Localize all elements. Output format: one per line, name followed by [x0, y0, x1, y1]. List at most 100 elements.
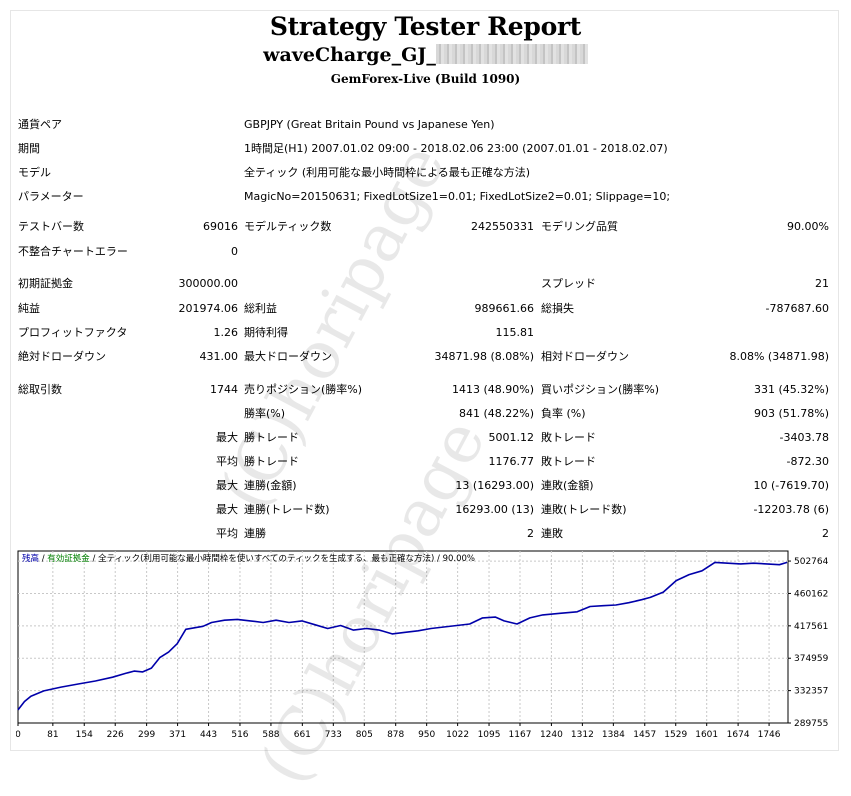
expected-payoff-value: 115.81 — [495, 326, 535, 339]
x-tick-label: 0 — [16, 730, 21, 740]
x-tick-label: 1746 — [758, 730, 781, 740]
expected-payoff-label: 期待利得 — [244, 326, 288, 339]
gross-profit-label: 総利益 — [244, 302, 277, 315]
report-frame — [10, 10, 839, 751]
x-tick-label: 733 — [325, 730, 342, 740]
y-tick-label: 502764 — [794, 557, 829, 567]
avg-loss-value: -872.30 — [786, 455, 829, 468]
legend-separator: / — [39, 554, 47, 564]
symbol-value: GBPJPY (Great Britain Pound vs Japanese … — [244, 118, 495, 131]
net-profit-value: 201974.06 — [178, 302, 239, 315]
max-cons-win-cnt-value: 16293.00 (13) — [455, 503, 534, 516]
x-tick-label: 1384 — [602, 730, 625, 740]
mismatch-value: 0 — [231, 245, 238, 258]
largest-loss-label: 敗トレード — [541, 431, 596, 444]
max-cons-cnt-prefix: 最大 — [216, 503, 238, 516]
loss-rate-value: 903 (51.78%) — [753, 407, 829, 420]
x-tick-label: 1457 — [633, 730, 656, 740]
short-positions-value: 1413 (48.90%) — [451, 383, 534, 396]
average-prefix: 平均 — [216, 455, 238, 468]
period-label: 期間 — [18, 142, 40, 155]
abs-drawdown-value: 431.00 — [199, 350, 239, 363]
redacted-block — [435, 44, 588, 64]
symbol-label: 通貨ペア — [18, 118, 62, 131]
x-tick-label: 226 — [107, 730, 124, 740]
x-tick-label: 1674 — [727, 730, 750, 740]
avg-cons-win-value: 2 — [527, 527, 534, 540]
y-tick-label: 460162 — [794, 589, 828, 599]
x-tick-label: 1095 — [478, 730, 501, 740]
x-tick-label: 661 — [294, 730, 311, 740]
rel-drawdown-value: 8.08% (34871.98) — [729, 350, 829, 363]
x-tick-label: 1312 — [571, 730, 594, 740]
legend-equity: 有効証拠金 — [47, 553, 90, 564]
x-tick-label: 878 — [387, 730, 404, 740]
long-positions-value: 331 (45.32%) — [753, 383, 829, 396]
max-cons-amt-prefix: 最大 — [216, 479, 238, 492]
abs-drawdown-label: 絶対ドローダウン — [18, 350, 106, 363]
avg-cons-loss-label: 連敗 — [541, 527, 563, 540]
model-value: 全ティック (利用可能な最小時間枠による最も正確な方法) — [244, 166, 531, 179]
x-tick-label: 1601 — [695, 730, 718, 740]
max-cons-win-amt-label: 連勝(金額) — [244, 479, 297, 492]
balance-line — [17, 561, 788, 711]
parameters-value: MagicNo=20150631; FixedLotSize1=0.01; Fi… — [244, 190, 671, 203]
x-tick-label: 371 — [169, 730, 186, 740]
x-tick-label: 299 — [138, 730, 155, 740]
gross-profit-value: 989661.66 — [474, 302, 535, 315]
largest-loss-value: -3403.78 — [779, 431, 829, 444]
avg-win-label: 勝トレード — [244, 455, 299, 468]
max-cons-win-cnt-label: 連勝(トレード数) — [244, 503, 330, 516]
y-tick-label: 289755 — [794, 719, 828, 729]
largest-prefix: 最大 — [216, 431, 238, 444]
balance-chart: 0 81 154 226 299 371 443 516 588 661 733 805 878 950 1… — [15, 548, 831, 745]
ticks-label: モデルティック数 — [244, 220, 332, 233]
rel-drawdown-label: 相対ドローダウン — [541, 350, 629, 363]
bars-label: テストバー数 — [18, 220, 84, 233]
bars-value: 69016 — [203, 220, 238, 233]
x-tick-label: 443 — [200, 730, 217, 740]
max-drawdown-value: 34871.98 (8.08%) — [434, 350, 534, 363]
x-tick-label: 805 — [356, 730, 373, 740]
max-cons-loss-cnt-value: -12203.78 (6) — [753, 503, 829, 516]
win-rate-value: 841 (48.22%) — [458, 407, 534, 420]
loss-rate-label: 負率 (%) — [541, 407, 586, 420]
x-tick-label: 950 — [418, 730, 435, 740]
x-tick-label: 81 — [47, 730, 58, 740]
ea-name: waveCharge_GJ_ — [0, 44, 851, 66]
net-profit-label: 純益 — [18, 302, 40, 315]
x-tick-label: 1529 — [664, 730, 687, 740]
win-rate-label: 勝率(%) — [244, 407, 286, 420]
parameters-label: パラメーター — [18, 190, 84, 203]
gross-loss-value: -787687.60 — [765, 302, 829, 315]
spread-value: 21 — [815, 277, 829, 290]
total-trades-label: 総取引数 — [18, 383, 62, 396]
legend-model: 全ティック(利用可能な最小時間枠を使いすべてのティックを生成する、最も正確な方法… — [98, 553, 434, 564]
quality-value: 90.00% — [787, 220, 829, 233]
profit-factor-value: 1.26 — [213, 326, 239, 339]
x-tick-label: 1022 — [446, 730, 469, 740]
x-tick-label: 1167 — [509, 730, 532, 740]
profit-factor-label: プロフィットファクタ — [18, 326, 128, 339]
max-cons-loss-amt-label: 連敗(金額) — [541, 479, 594, 492]
mismatch-label: 不整合チャートエラー — [18, 245, 128, 258]
long-positions-label: 買いポジション(勝率%) — [541, 383, 660, 396]
x-tick-label: 1240 — [540, 730, 563, 740]
legend-balance: 残高 — [22, 553, 39, 564]
largest-win-label: 勝トレード — [244, 431, 299, 444]
x-tick-label: 588 — [262, 730, 279, 740]
spread-label: スプレッド — [541, 277, 596, 290]
y-tick-label: 374959 — [794, 654, 829, 664]
report-title: Strategy Tester Report — [269, 12, 582, 41]
ea-name-text: waveCharge_GJ_ — [263, 44, 436, 66]
ticks-value: 242550331 — [471, 220, 534, 233]
largest-win-value: 5001.12 — [488, 431, 535, 444]
legend-separator: / — [90, 554, 98, 564]
server-build: GemForex-Live (Build 1090) — [330, 72, 521, 86]
legend-separator: / — [434, 554, 442, 564]
avg-cons-win-label: 連勝 — [244, 527, 266, 540]
gross-loss-label: 総損失 — [541, 302, 574, 315]
x-tick-label: 516 — [231, 730, 248, 740]
chart-legend: 残高 / 有効証拠金 / 全ティック(利用可能な最小時間枠を使いすべてのティック… — [22, 553, 475, 564]
y-tick-label: 332357 — [794, 687, 828, 697]
